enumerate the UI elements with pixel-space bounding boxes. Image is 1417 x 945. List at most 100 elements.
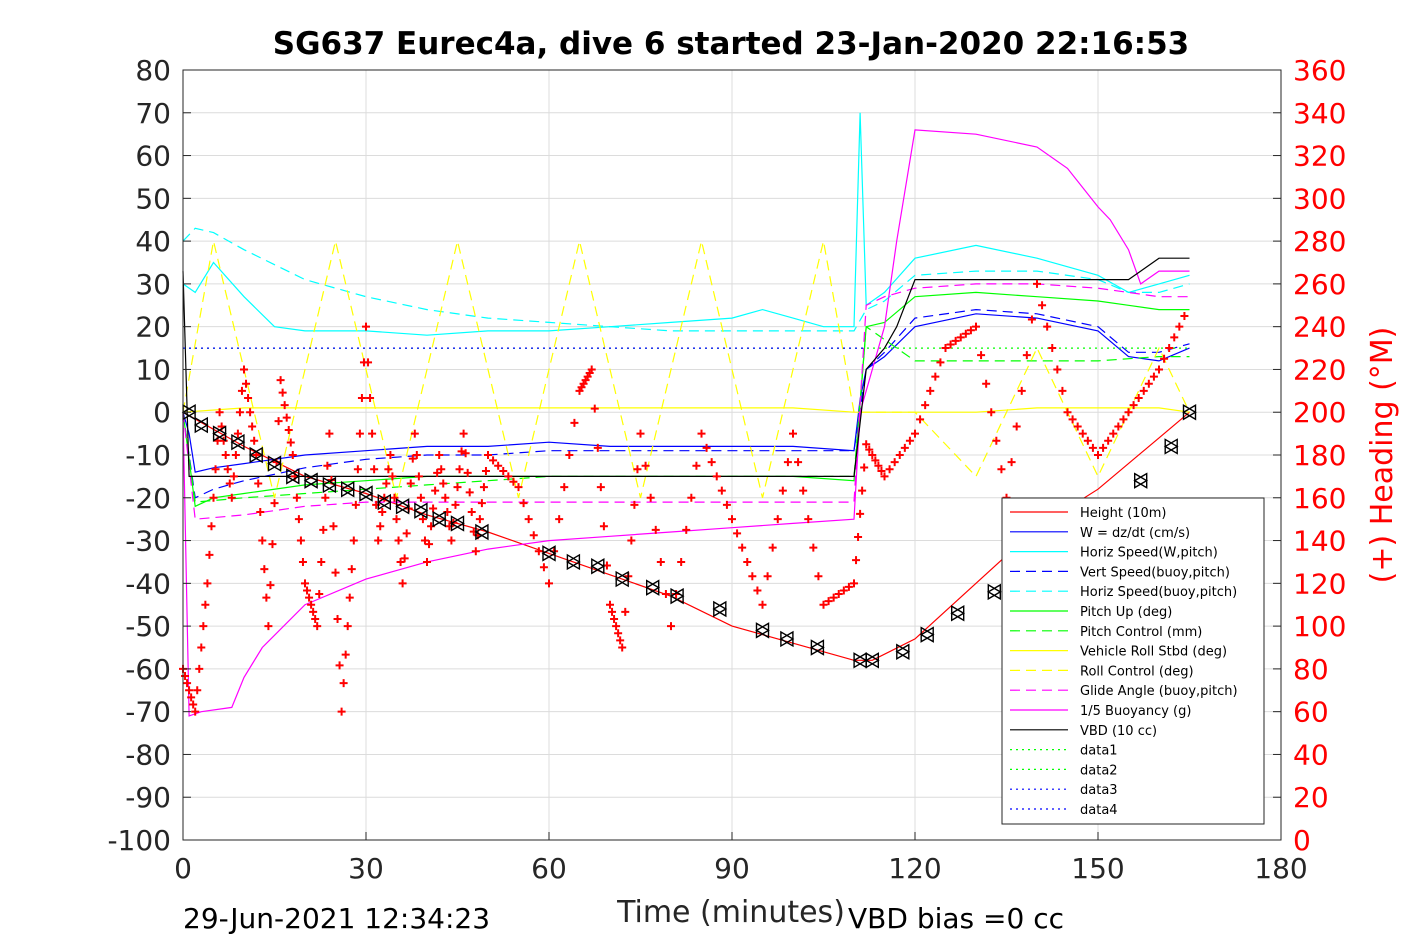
heading-marker bbox=[763, 572, 772, 581]
legend-label: Height (10m) bbox=[1080, 506, 1166, 521]
heading-marker bbox=[378, 508, 387, 517]
heading-marker bbox=[223, 465, 232, 474]
heading-marker bbox=[410, 429, 419, 438]
series-line-w-dz-dt-cm-s bbox=[182, 313, 1190, 473]
heading-marker bbox=[382, 479, 391, 488]
heading-marker bbox=[911, 429, 919, 438]
right-tick-labels: 3603403203002802602402202001801601401201… bbox=[1273, 54, 1346, 857]
heading-marker bbox=[839, 586, 848, 595]
heading-marker bbox=[183, 679, 192, 688]
heading-marker bbox=[862, 440, 871, 449]
heading-marker bbox=[416, 493, 425, 502]
right-tick-label: 180 bbox=[1293, 439, 1346, 472]
heading-marker bbox=[264, 622, 273, 631]
depth-marker bbox=[376, 493, 392, 511]
legend-label: Pitch Control (mm) bbox=[1080, 625, 1202, 640]
depth-marker bbox=[986, 583, 1002, 601]
heading-marker bbox=[951, 336, 960, 345]
heading-marker bbox=[956, 333, 965, 342]
heading-marker bbox=[941, 344, 950, 353]
right-tick-label: 300 bbox=[1293, 182, 1346, 215]
heading-marker bbox=[455, 465, 464, 474]
heading-marker bbox=[570, 418, 579, 427]
right-tick-label: 0 bbox=[1293, 824, 1311, 857]
heading-marker bbox=[376, 522, 385, 531]
heading-marker bbox=[489, 456, 498, 465]
heading-marker bbox=[519, 499, 528, 508]
heading-marker bbox=[429, 504, 438, 513]
left-tick-label: -10 bbox=[125, 439, 171, 472]
heading-marker bbox=[386, 451, 395, 459]
heading-marker bbox=[229, 472, 238, 481]
heading-marker bbox=[1104, 436, 1113, 445]
heading-marker bbox=[402, 529, 411, 538]
heading-marker bbox=[874, 461, 883, 470]
heading-marker bbox=[481, 467, 490, 476]
series-line-horiz-speed-buoy-pitch bbox=[182, 227, 1190, 332]
heading-marker bbox=[743, 557, 752, 566]
legend-label: Glide Angle (buoy,pitch) bbox=[1080, 684, 1238, 699]
heading-marker bbox=[608, 607, 617, 616]
heading-marker bbox=[284, 426, 293, 435]
depth-marker bbox=[779, 630, 795, 648]
vbd-bias-footer: VBD bias =0 cc bbox=[848, 902, 1064, 935]
heading-marker bbox=[207, 522, 216, 531]
heading-marker bbox=[633, 465, 642, 474]
depth-marker bbox=[450, 515, 465, 532]
heading-marker bbox=[712, 472, 721, 481]
legend-label: data1 bbox=[1080, 744, 1118, 759]
depth-marker bbox=[413, 502, 429, 519]
heading-marker bbox=[916, 415, 925, 424]
heading-marker bbox=[809, 543, 818, 552]
x-tick-label: 90 bbox=[714, 852, 750, 885]
heading-marker bbox=[1165, 344, 1174, 353]
heading-marker bbox=[309, 607, 318, 616]
heading-marker bbox=[1149, 372, 1158, 381]
depth-marker bbox=[895, 643, 911, 660]
heading-marker bbox=[966, 326, 975, 335]
heading-marker bbox=[457, 447, 466, 456]
heading-marker bbox=[555, 515, 564, 524]
heading-marker bbox=[494, 461, 503, 470]
heading-marker bbox=[1139, 386, 1148, 395]
depth-marker bbox=[395, 498, 410, 515]
depth-marker bbox=[590, 558, 606, 575]
heading-marker bbox=[1022, 351, 1031, 360]
heading-marker bbox=[463, 468, 472, 477]
heading-marker bbox=[233, 429, 242, 438]
right-tick-label: 40 bbox=[1293, 738, 1329, 771]
heading-marker bbox=[977, 351, 986, 360]
depth-marker bbox=[669, 587, 685, 605]
heading-marker bbox=[596, 483, 605, 492]
heading-marker bbox=[1114, 422, 1123, 431]
heading-marker bbox=[439, 479, 448, 488]
heading-marker bbox=[248, 422, 257, 431]
heading-marker bbox=[431, 486, 440, 495]
heading-marker bbox=[614, 629, 623, 638]
heading-marker bbox=[189, 700, 198, 709]
heading-marker bbox=[337, 707, 346, 716]
heading-marker bbox=[292, 493, 301, 502]
right-tick-label: 360 bbox=[1293, 54, 1346, 87]
x-tick-label: 0 bbox=[174, 852, 192, 885]
heading-marker bbox=[1033, 279, 1041, 288]
heading-marker bbox=[353, 465, 362, 474]
depth-marker bbox=[285, 468, 301, 485]
depth-marker bbox=[950, 605, 966, 622]
heading-marker bbox=[475, 515, 484, 524]
heading-marker bbox=[244, 393, 253, 402]
series-line-horiz-speed-w-pitch bbox=[182, 112, 1190, 336]
depth-marker bbox=[230, 433, 246, 451]
heading-marker bbox=[274, 417, 283, 426]
legend-box bbox=[1001, 497, 1265, 825]
heading-marker bbox=[1048, 344, 1057, 353]
heading-marker bbox=[1134, 393, 1143, 402]
left-tick-label: -40 bbox=[125, 567, 171, 600]
heading-marker bbox=[211, 465, 220, 474]
depth-marker bbox=[645, 579, 661, 596]
heading-marker bbox=[616, 636, 625, 645]
legend-label: Vehicle Roll Stbd (deg) bbox=[1080, 645, 1227, 660]
heading-marker bbox=[343, 622, 352, 631]
heading-marker bbox=[355, 429, 364, 438]
heading-marker bbox=[921, 401, 930, 410]
